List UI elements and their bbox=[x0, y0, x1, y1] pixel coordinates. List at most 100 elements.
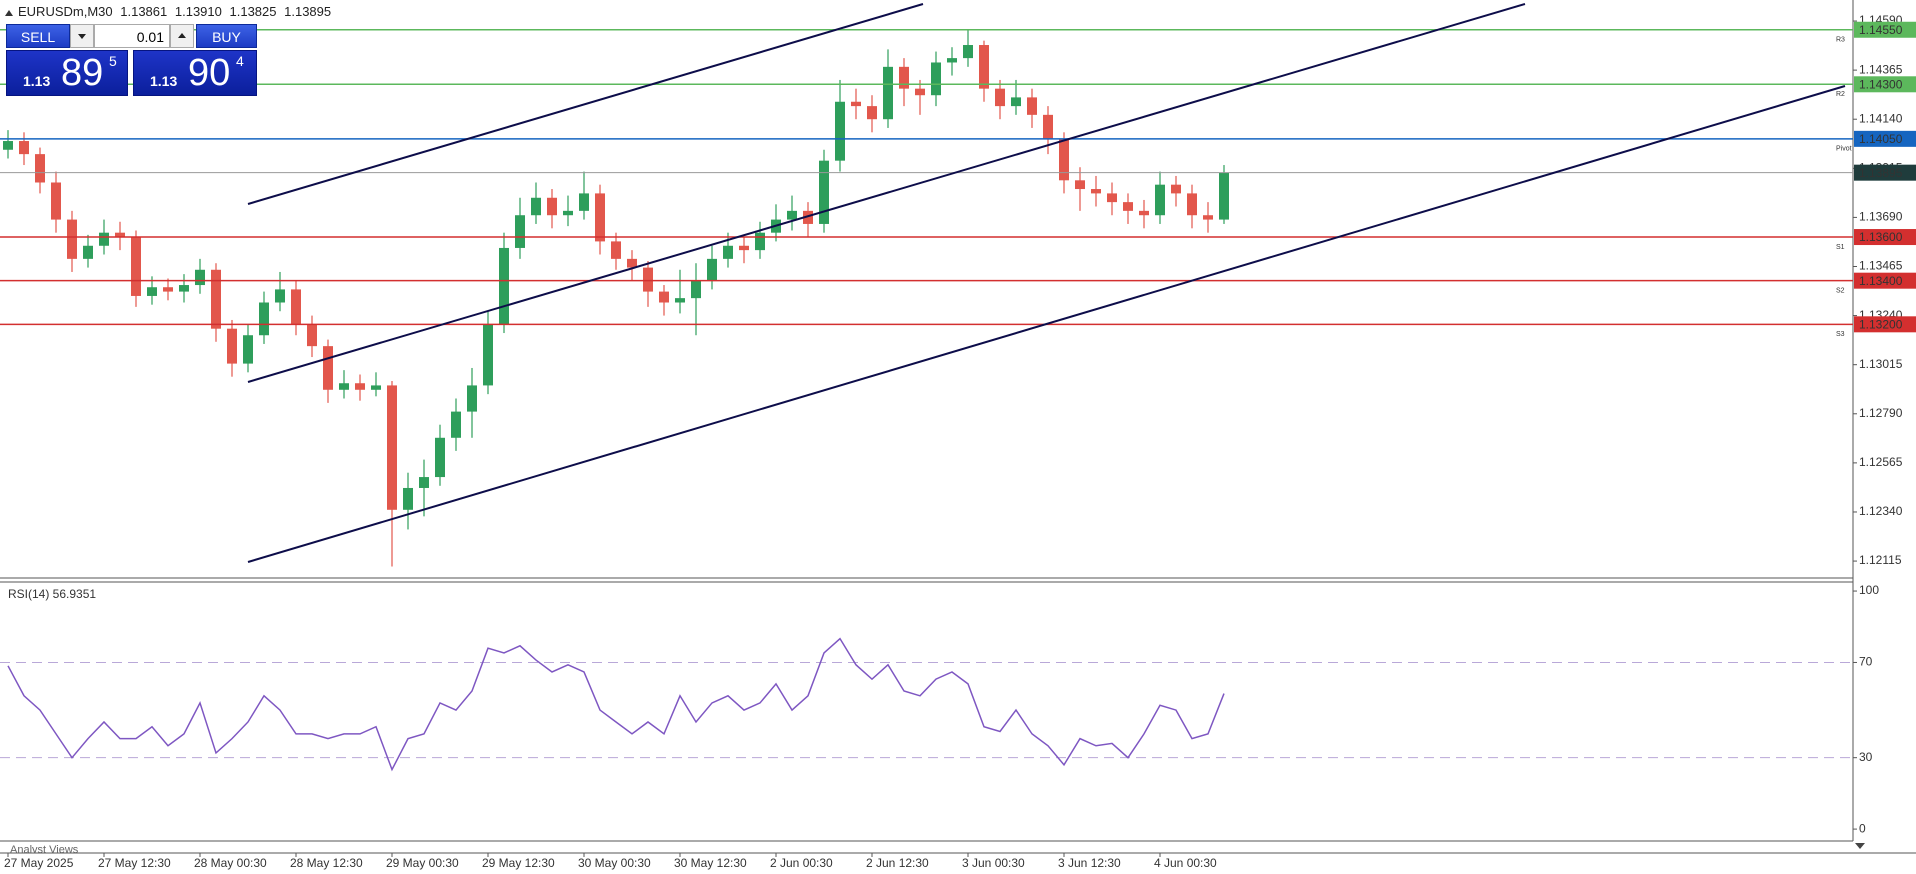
candle-body bbox=[179, 285, 189, 292]
candle-body bbox=[803, 210, 813, 224]
candle-body bbox=[307, 324, 317, 347]
candle-body bbox=[67, 219, 77, 259]
x-tick-label: 30 May 00:30 bbox=[578, 856, 651, 870]
ohlc-high: 1.13910 bbox=[174, 4, 222, 19]
candle-body bbox=[435, 437, 445, 478]
sell-button[interactable]: SELL bbox=[6, 24, 70, 48]
candle-body bbox=[275, 289, 285, 303]
trade-panel: SELL 0.01 BUY 1.13 89 5 1.13 90 4 bbox=[6, 24, 257, 96]
x-tick-label: 27 May 12:30 bbox=[98, 856, 171, 870]
candle-body bbox=[339, 383, 349, 390]
candle-body bbox=[211, 269, 221, 329]
ask-price[interactable]: 1.13 90 4 bbox=[133, 50, 257, 96]
x-tick-label: 29 May 12:30 bbox=[482, 856, 555, 870]
candle-body bbox=[483, 324, 493, 386]
candle-body bbox=[851, 101, 861, 107]
scroll-icon[interactable] bbox=[1855, 843, 1865, 849]
candle-body bbox=[659, 291, 669, 303]
candle-body bbox=[931, 62, 941, 96]
candle-body bbox=[499, 247, 509, 325]
x-tick-label: 3 Jun 12:30 bbox=[1058, 856, 1121, 870]
x-tick-label: 4 Jun 00:30 bbox=[1154, 856, 1217, 870]
y-tick-label: 70 bbox=[1859, 655, 1873, 669]
price-label: 1.14050 bbox=[1859, 132, 1903, 146]
rsi-title: RSI(14) 56.9351 bbox=[8, 587, 96, 601]
candle-body bbox=[915, 88, 925, 96]
candle-body bbox=[419, 477, 429, 488]
trendline bbox=[247, 3, 1526, 383]
y-tick-label: 1.14365 bbox=[1859, 62, 1903, 76]
candle-body bbox=[99, 232, 109, 246]
trendline bbox=[247, 3, 924, 205]
candle-body bbox=[1011, 97, 1021, 107]
ask-frac: 4 bbox=[236, 53, 244, 69]
candle-body bbox=[883, 66, 893, 120]
level-name: Pivot bbox=[1836, 146, 1852, 153]
bid-price[interactable]: 1.13 89 5 bbox=[6, 50, 128, 96]
ohlc-low: 1.13825 bbox=[229, 4, 277, 19]
price-label: 1.13400 bbox=[1859, 274, 1903, 288]
candle-body bbox=[371, 385, 381, 390]
candle-body bbox=[755, 232, 765, 251]
candle-body bbox=[19, 141, 29, 155]
candle-body bbox=[35, 154, 45, 183]
candle-body bbox=[83, 245, 93, 259]
candle-body bbox=[835, 101, 845, 161]
y-tick-label: 1.14140 bbox=[1859, 111, 1903, 125]
candle-body bbox=[3, 141, 13, 150]
price-label: 1.14550 bbox=[1859, 23, 1903, 37]
candle-body bbox=[707, 258, 717, 281]
y-tick-label: 1.12340 bbox=[1859, 504, 1903, 518]
level-name: R3 bbox=[1836, 37, 1845, 44]
x-tick-label: 27 May 2025 bbox=[4, 856, 74, 870]
candle-body bbox=[1123, 202, 1133, 211]
trendlines bbox=[247, 3, 1846, 563]
candle-body bbox=[547, 197, 557, 216]
price-label-box bbox=[1854, 229, 1916, 246]
bid-pips: 89 bbox=[61, 52, 104, 94]
candle-body bbox=[947, 58, 957, 63]
y-tick-label: 30 bbox=[1859, 750, 1873, 764]
volume-down[interactable] bbox=[70, 24, 94, 48]
level-name: S1 bbox=[1836, 244, 1845, 251]
x-tick-label: 28 May 12:30 bbox=[290, 856, 363, 870]
candle-body bbox=[691, 280, 701, 299]
candle-body bbox=[563, 210, 573, 216]
ask-pips: 90 bbox=[188, 52, 231, 94]
candle-body bbox=[259, 302, 269, 336]
candle-body bbox=[531, 197, 541, 216]
candle-body bbox=[1107, 193, 1117, 203]
candle-body bbox=[1171, 184, 1181, 194]
candle-body bbox=[195, 269, 205, 286]
candle-body bbox=[1043, 114, 1053, 139]
candle-body bbox=[51, 182, 61, 220]
candle-body bbox=[1219, 172, 1229, 220]
price-label: 1.13200 bbox=[1859, 317, 1903, 331]
level-name: S2 bbox=[1836, 288, 1845, 295]
candle-body bbox=[979, 45, 989, 89]
bid-frac: 5 bbox=[109, 53, 117, 69]
y-tick-label: 1.12790 bbox=[1859, 406, 1903, 420]
symbol: EURUSDm,M30 bbox=[18, 4, 113, 19]
y-tick-label: 1.12115 bbox=[1859, 553, 1902, 567]
volume-up[interactable] bbox=[170, 24, 194, 48]
candle-body bbox=[867, 106, 877, 120]
level-name: S3 bbox=[1836, 331, 1845, 338]
candle-body bbox=[1203, 215, 1213, 220]
candle-body bbox=[387, 385, 397, 510]
analyst-views-tab[interactable]: Analyst Views bbox=[10, 844, 79, 853]
price-label-box bbox=[1854, 21, 1916, 38]
collapse-icon[interactable] bbox=[4, 8, 14, 18]
x-tick-label: 30 May 12:30 bbox=[674, 856, 747, 870]
candle-body bbox=[291, 289, 301, 325]
price-label-box bbox=[1854, 272, 1916, 289]
y-tick-label: 1.13690 bbox=[1859, 210, 1903, 224]
volume-input[interactable]: 0.01 bbox=[94, 24, 170, 48]
x-tick-label: 3 Jun 00:30 bbox=[962, 856, 1025, 870]
x-tick-label: 2 Jun 00:30 bbox=[770, 856, 833, 870]
price-label: 1.13600 bbox=[1859, 230, 1903, 244]
candle-body bbox=[595, 193, 605, 242]
buy-button[interactable]: BUY bbox=[196, 24, 257, 48]
